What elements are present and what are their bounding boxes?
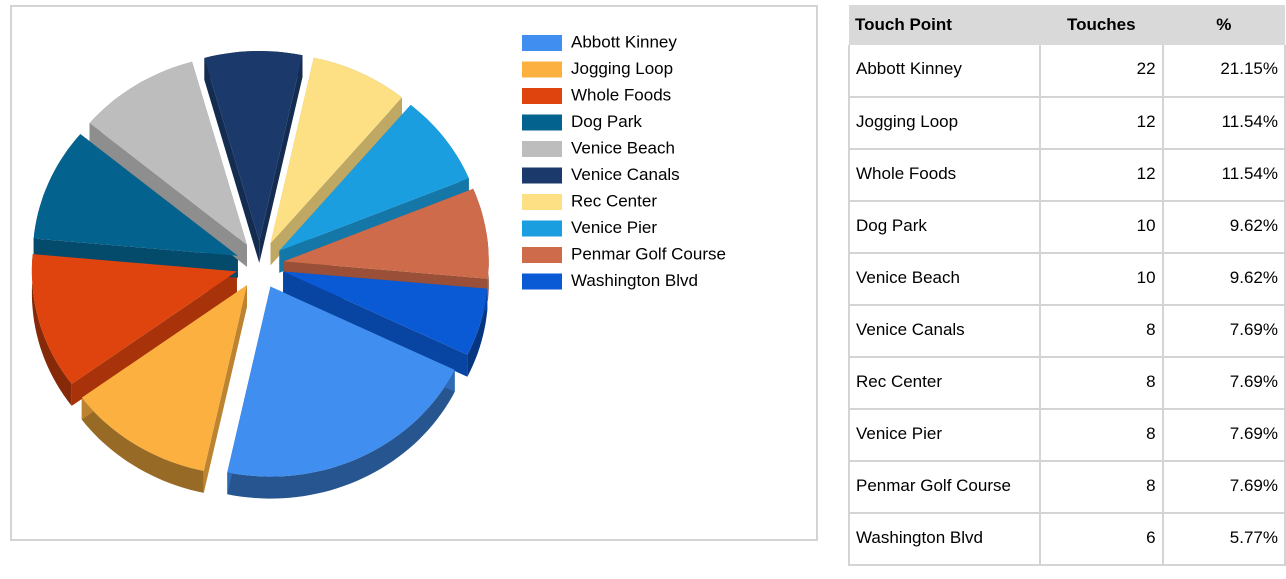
slice-side bbox=[81, 397, 204, 493]
table-cell: Penmar Golf Course bbox=[847, 461, 1042, 514]
table-cell: Whole Foods bbox=[847, 149, 1042, 202]
table-cell: 7.69% bbox=[1162, 305, 1286, 358]
slice-wall bbox=[89, 123, 247, 267]
pie-slice bbox=[279, 104, 469, 251]
slice-wall bbox=[203, 285, 247, 493]
table-cell: 7.69% bbox=[1162, 461, 1286, 514]
table-cell: 6 bbox=[1040, 513, 1164, 566]
table-cell: 8 bbox=[1040, 305, 1164, 358]
table-cell: 7.69% bbox=[1162, 357, 1286, 410]
table-cell: 21.15% bbox=[1162, 45, 1286, 98]
table-cell: 5.77% bbox=[1162, 513, 1286, 566]
chart-panel: Abbott Kinney Jogging Loop Whole Foods Dog … bbox=[10, 5, 818, 541]
slice-wall bbox=[283, 271, 468, 377]
table-row: Dog Park 10 9.62% bbox=[847, 201, 1286, 254]
slice-side bbox=[227, 369, 455, 499]
table-cell: 8 bbox=[1040, 357, 1164, 410]
legend-label: Penmar Golf Course bbox=[571, 244, 726, 263]
table-cell: 11.54% bbox=[1162, 97, 1286, 150]
table-cell: Rec Center bbox=[847, 357, 1042, 410]
pie-slice bbox=[89, 61, 247, 245]
table-cell: 12 bbox=[1040, 149, 1164, 202]
table-cell: 7.69% bbox=[1162, 409, 1286, 462]
table-cell: 8 bbox=[1040, 409, 1164, 462]
legend-swatch bbox=[522, 114, 562, 131]
table-cell: Dog Park bbox=[847, 201, 1042, 254]
legend-swatch bbox=[522, 273, 562, 290]
table-row: Abbott Kinney 22 21.15% bbox=[847, 45, 1286, 98]
table-cell: Washington Blvd bbox=[847, 513, 1042, 566]
legend-label: Dog Park bbox=[571, 112, 642, 131]
slice-wall bbox=[270, 97, 402, 266]
slice-side bbox=[31, 254, 72, 406]
table-row: Whole Foods 12 11.54% bbox=[847, 149, 1286, 202]
slice-wall bbox=[71, 271, 237, 406]
table-cell: 12 bbox=[1040, 97, 1164, 150]
table-cell: 11.54% bbox=[1162, 149, 1286, 202]
slice-side bbox=[467, 288, 488, 377]
table-row: Jogging Loop 12 11.54% bbox=[847, 97, 1286, 150]
pie-chart: Abbott Kinney Jogging Loop Whole Foods Dog … bbox=[31, 32, 726, 499]
table-cell: Abbott Kinney bbox=[847, 45, 1042, 98]
legend-swatch bbox=[522, 61, 562, 78]
pie-slice bbox=[227, 286, 455, 477]
legend-label: Whole Foods bbox=[571, 85, 671, 104]
table-cell: Jogging Loop bbox=[847, 97, 1042, 150]
legend-swatch bbox=[522, 141, 562, 157]
table-cell: 9.62% bbox=[1162, 201, 1286, 254]
legend-swatch bbox=[522, 194, 562, 210]
header-cell: Touches bbox=[1040, 5, 1163, 45]
data-table: Touch Point Touches% Abbott Kinney 22 21.15… bbox=[847, 5, 1286, 566]
header-row: Touch Point Touches% bbox=[849, 5, 1285, 45]
pie-slice bbox=[283, 271, 488, 355]
table-row: Rec Center 8 7.69% bbox=[847, 357, 1286, 410]
pie-slice bbox=[283, 188, 489, 279]
pie-slice bbox=[33, 134, 238, 256]
legend-label: Venice Canals bbox=[571, 165, 680, 184]
slice-wall bbox=[259, 55, 303, 264]
legend-swatch bbox=[522, 35, 562, 51]
legend-label: Venice Pier bbox=[571, 218, 657, 237]
table-row: Penmar Golf Course 8 7.69% bbox=[847, 461, 1286, 514]
table-cell: 9.62% bbox=[1162, 253, 1286, 306]
legend-label: Venice Beach bbox=[571, 138, 675, 157]
table-row: Venice Beach 10 9.62% bbox=[847, 253, 1286, 306]
pie-slice bbox=[270, 57, 402, 244]
legend-label: Rec Center bbox=[571, 191, 657, 210]
header-cell: % bbox=[1162, 5, 1285, 45]
legend-swatch bbox=[522, 247, 562, 263]
table-row: Washington Blvd 6 5.77% bbox=[847, 513, 1286, 566]
table-cell: 10 bbox=[1040, 253, 1164, 306]
pie-slice bbox=[81, 285, 247, 471]
legend-swatch bbox=[522, 220, 562, 237]
table-row: Venice Canals 8 7.69% bbox=[847, 305, 1286, 358]
legend-swatch bbox=[522, 167, 562, 184]
table-row: Venice Pier 8 7.69% bbox=[847, 409, 1286, 462]
legend-label: Jogging Loop bbox=[571, 59, 673, 78]
table-cell: Venice Beach bbox=[847, 253, 1042, 306]
pie-slice bbox=[204, 51, 303, 242]
slice-wall bbox=[204, 58, 260, 264]
table-cell: Venice Pier bbox=[847, 409, 1042, 462]
table-cell: 22 bbox=[1040, 45, 1164, 98]
header-cell: Touch Point bbox=[849, 5, 1041, 45]
legend-label: Washington Blvd bbox=[571, 271, 698, 290]
table-cell: Venice Canals bbox=[847, 305, 1042, 358]
legend-swatch bbox=[522, 88, 562, 104]
legend-label: Abbott Kinney bbox=[571, 32, 677, 51]
table-cell: 8 bbox=[1040, 461, 1164, 514]
pie-slice bbox=[31, 254, 237, 384]
table-cell: 10 bbox=[1040, 201, 1164, 254]
